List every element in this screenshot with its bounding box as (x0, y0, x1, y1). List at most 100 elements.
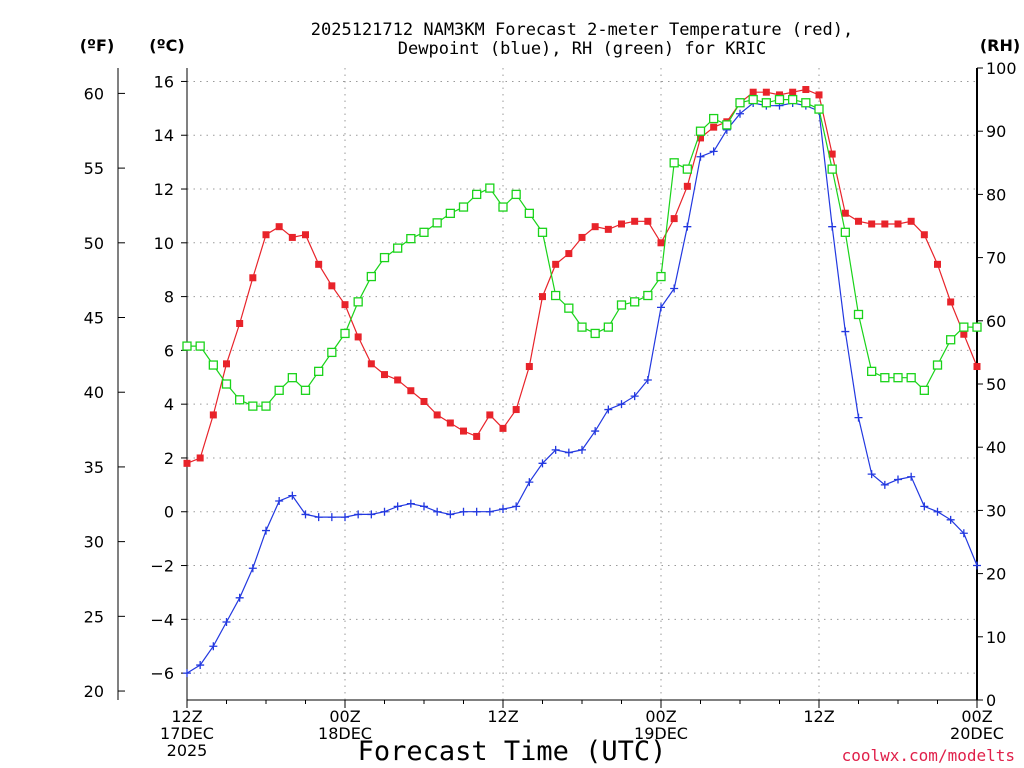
data-point (564, 448, 573, 457)
fahrenheit-tick-label: 55 (84, 159, 104, 178)
data-point (223, 360, 230, 368)
data-point (853, 309, 864, 320)
data-point (525, 363, 533, 371)
fahrenheit-tick-label: 25 (84, 607, 104, 626)
data-point (327, 513, 336, 522)
celsius-tick-label: −2 (150, 557, 174, 576)
data-point (248, 564, 257, 573)
x-tick-label: 17DEC (160, 724, 214, 743)
rh-tick-label: 60 (986, 312, 1006, 331)
x-tick-label: 00Z (961, 707, 992, 726)
rh-tick-label: 90 (986, 122, 1006, 141)
data-point (235, 395, 245, 405)
data-point (379, 252, 390, 263)
data-point (222, 618, 231, 627)
data-point (565, 250, 573, 258)
data-point (551, 445, 560, 454)
gridlines (186, 68, 978, 700)
data-point (314, 513, 323, 522)
data-point (630, 297, 640, 307)
data-point (827, 164, 837, 174)
data-point (867, 366, 877, 377)
data-point (631, 217, 639, 225)
data-point (485, 183, 495, 193)
data-point (458, 202, 469, 212)
data-point (446, 510, 455, 519)
data-point (920, 502, 929, 511)
celsius-tick-label: 16 (154, 72, 174, 91)
data-point (209, 642, 218, 651)
data-point (841, 209, 849, 217)
data-point (644, 217, 652, 225)
data-point (196, 661, 205, 670)
data-point (868, 220, 876, 228)
data-point (406, 499, 415, 508)
data-point (446, 419, 454, 427)
series-line (186, 88, 978, 464)
data-point (394, 376, 402, 384)
data-point (669, 158, 679, 168)
data-point (354, 333, 362, 341)
rh-tick-label: 100 (986, 59, 1017, 78)
credit-link[interactable]: coolwx.com/modelts (842, 746, 1015, 765)
data-point (327, 347, 337, 358)
x-tick-label: 12Z (171, 707, 202, 726)
rh-tick-label: 70 (986, 249, 1006, 268)
data-point (894, 220, 902, 228)
data-point (485, 507, 494, 516)
data-series (182, 86, 982, 678)
data-point (959, 529, 968, 538)
data-point (393, 502, 402, 511)
celsius-tick-label: 12 (154, 180, 174, 199)
data-point (433, 411, 441, 419)
data-point (762, 88, 770, 96)
celsius-unit-label: (ºC) (149, 36, 184, 55)
data-point (420, 397, 428, 405)
data-point (934, 260, 941, 268)
data-point (366, 271, 376, 282)
data-point (682, 164, 692, 174)
axes (117, 67, 983, 708)
data-point (262, 526, 270, 535)
data-point (643, 290, 653, 301)
data-point (643, 375, 652, 384)
data-point (486, 411, 494, 419)
data-point (881, 220, 889, 228)
data-point (788, 94, 798, 105)
data-point (552, 260, 560, 268)
data-point (183, 459, 191, 467)
data-point (920, 231, 928, 239)
data-point (354, 510, 363, 519)
data-point (248, 401, 258, 411)
data-point (749, 88, 757, 96)
data-point (459, 507, 468, 516)
data-point (235, 593, 244, 602)
series-2-meter-temperature (183, 86, 981, 467)
data-point (919, 385, 929, 395)
fahrenheit-tick-label: 40 (84, 383, 104, 402)
data-point (300, 385, 311, 395)
data-point (407, 387, 415, 395)
data-point (340, 328, 350, 339)
data-point (907, 472, 916, 481)
fahrenheit-tick-label: 20 (84, 682, 104, 701)
data-point (774, 94, 785, 105)
data-point (683, 222, 692, 231)
data-point (867, 470, 876, 479)
celsius-tick-label: −4 (150, 610, 174, 629)
data-point (959, 322, 969, 332)
data-point (789, 88, 797, 96)
data-point (709, 147, 718, 156)
data-point (288, 233, 296, 241)
data-point (302, 231, 309, 239)
x-tick-label: 00Z (645, 707, 676, 726)
data-point (815, 91, 823, 99)
data-point (538, 459, 547, 468)
data-point (604, 225, 612, 233)
data-point (249, 274, 257, 282)
data-point (287, 373, 297, 383)
data-point (907, 217, 915, 225)
data-point (695, 126, 706, 136)
data-point (696, 152, 705, 161)
data-point (539, 293, 546, 301)
